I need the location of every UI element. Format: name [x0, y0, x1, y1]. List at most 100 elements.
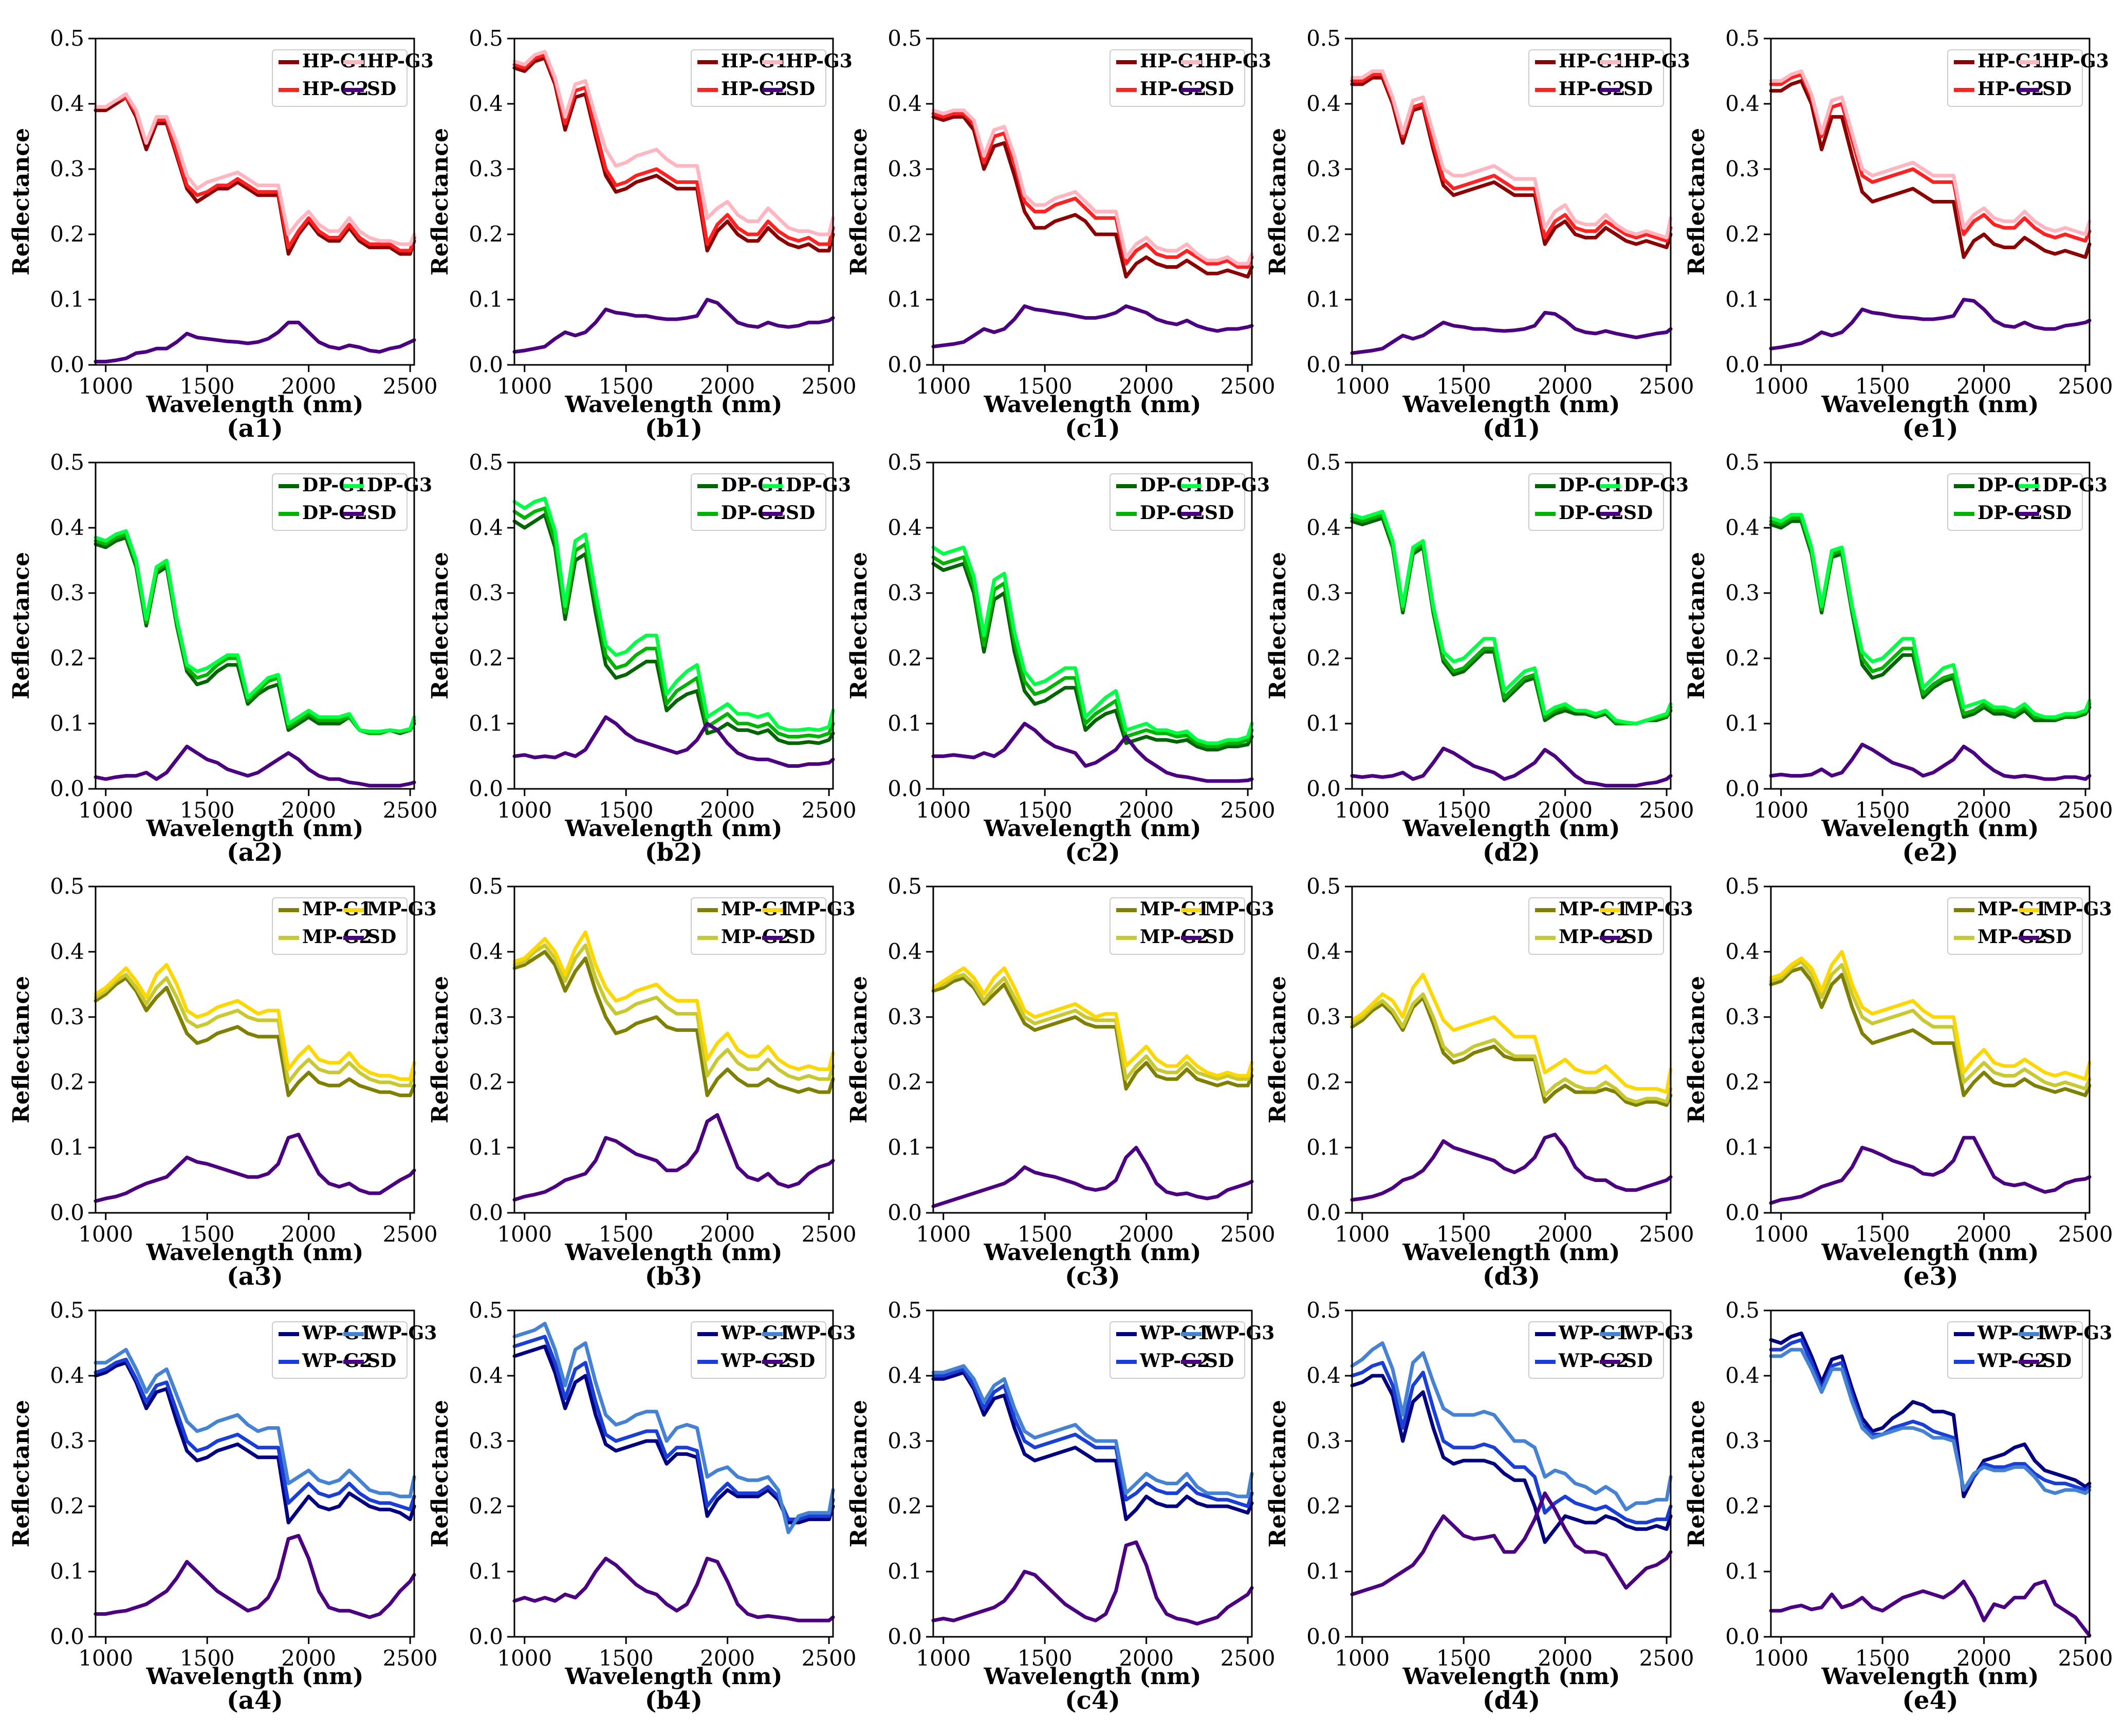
series-line-dp-g3: [512, 496, 835, 732]
y-axis-label: Reflectance: [1684, 552, 1710, 699]
x-axis-label: Wavelength (nm): [1821, 1664, 2039, 1690]
y-tick-label: 0.4: [469, 1363, 503, 1388]
series-line-wp-g1: [1769, 1331, 2092, 1499]
legend-entry-sd: SD: [1205, 78, 1234, 100]
plot-frame: [1351, 38, 1672, 366]
y-axis-label: Reflectance: [1265, 976, 1291, 1123]
x-tick-label: 2000: [281, 1646, 336, 1671]
x-tick-label: 1000: [78, 1222, 133, 1247]
x-tick-label: 1500: [1018, 1646, 1073, 1671]
x-axis-label: Wavelength (nm): [565, 392, 783, 418]
y-tick-label: 0.5: [469, 450, 503, 475]
y-tick-label: 0.4: [1725, 515, 1760, 540]
x-tick-label: 2500: [2058, 1222, 2113, 1247]
series-line-wp-g1: [1350, 1374, 1673, 1544]
plot-frame: [932, 38, 1253, 366]
y-tick-label: 0.4: [888, 91, 922, 116]
y-axis-label: Reflectance: [846, 552, 872, 699]
x-axis-label: Wavelength (nm): [1821, 1240, 2039, 1266]
legend-entry-dp-g3: DP-G3: [367, 474, 432, 496]
y-axis-label: Reflectance: [1265, 128, 1291, 275]
x-tick-label: 2000: [1538, 798, 1593, 823]
legend-entry-dp-g3: DP-G3: [1205, 474, 1270, 496]
y-tick-label: 0.4: [50, 515, 84, 540]
legend-entry-sd: SD: [786, 926, 815, 948]
y-axis-label: Reflectance: [846, 128, 872, 275]
panel-label: (c4): [1065, 1686, 1120, 1715]
x-tick-label: 2500: [1639, 1646, 1694, 1671]
y-tick-label: 0.4: [469, 91, 503, 116]
legend-entry-sd: SD: [1623, 78, 1653, 100]
y-tick-label: 0.4: [50, 939, 84, 964]
y-tick-label: 0.5: [469, 1298, 503, 1323]
y-tick-label: 0.1: [469, 1559, 503, 1584]
y-tick-label: 0.1: [1725, 1559, 1760, 1584]
series-line-sd: [94, 1534, 416, 1619]
x-tick-label: 2500: [1639, 374, 1694, 399]
series-line-hp-g3: [1350, 69, 1673, 239]
series-line-wp-g3: [1769, 1347, 2092, 1495]
x-tick-label: 2000: [1119, 1646, 1174, 1671]
x-tick-label: 2500: [383, 1646, 438, 1671]
x-axis-label: Wavelength (nm): [146, 816, 364, 842]
x-tick-label: 1500: [1018, 798, 1073, 823]
series-line-mp-g3: [94, 963, 416, 1081]
x-axis-label: Wavelength (nm): [1402, 1664, 1620, 1690]
y-tick-label: 0.1: [888, 1559, 922, 1584]
panel-label: (e1): [1902, 414, 1958, 443]
x-tick-label: 2500: [802, 798, 857, 823]
legend-box: [1528, 49, 1664, 107]
y-tick-label: 0.4: [888, 939, 922, 964]
series-line-mp-g2: [1350, 992, 1673, 1104]
x-tick-label: 1500: [1436, 1646, 1491, 1671]
series-line-dp-g1: [512, 513, 835, 745]
x-tick-label: 2500: [2058, 1646, 2113, 1671]
plot-frame: [1351, 1309, 1672, 1638]
x-tick-label: 2000: [1119, 798, 1174, 823]
series-line-mp-g2: [1769, 959, 2092, 1091]
panel-label: (a4): [227, 1686, 283, 1715]
series-line-sd: [512, 1113, 835, 1202]
x-axis-label: Wavelength (nm): [984, 1240, 1201, 1266]
y-tick-label: 0.1: [1725, 1135, 1760, 1160]
panel-label: (b4): [645, 1686, 702, 1715]
x-tick-label: 1500: [180, 374, 235, 399]
y-tick-label: 0.2: [1725, 221, 1760, 247]
y-tick-label: 0.1: [50, 287, 84, 312]
legend-entry-sd: SD: [786, 502, 815, 524]
series-line-hp-g3: [512, 49, 835, 236]
legend-entry-hp-g3: HP-G3: [786, 50, 853, 72]
y-axis-label: Reflectance: [1265, 1400, 1291, 1547]
series-line-dp-g2: [931, 555, 1254, 748]
x-tick-label: 1500: [1855, 1646, 1910, 1671]
panel-label: (c1): [1065, 414, 1120, 443]
legend-entry-hp-g3: HP-G3: [2042, 50, 2109, 72]
series-line-sd: [512, 1557, 835, 1622]
y-tick-label: 0.4: [1306, 939, 1341, 964]
series-line-dp-g1: [94, 535, 416, 735]
panel-b3: 1000 1500 2000 2500 0.0 0.1 0.2 0.3 0.4 0.5 Wavele…: [427, 874, 857, 1291]
panel-c4: 1000 1500 2000 2500 0.0 0.1 0.2 0.3 0.4 0.5 Wavele…: [846, 1298, 1275, 1715]
x-tick-label: 2000: [281, 798, 336, 823]
y-tick-label: 0.1: [1306, 711, 1341, 736]
y-tick-label: 0.4: [1725, 939, 1760, 964]
panel-label: (a3): [227, 1262, 283, 1291]
x-tick-label: 1500: [1018, 1222, 1073, 1247]
panel-d2: 1000 1500 2000 2500 0.0 0.1 0.2 0.3 0.4 0.5 Wavele…: [1265, 450, 1694, 867]
y-tick-label: 0.2: [1725, 1493, 1760, 1519]
legend-box: [272, 1321, 408, 1379]
y-tick-label: 0.5: [1725, 450, 1760, 475]
y-tick-label: 0.2: [1306, 1069, 1341, 1095]
y-tick-label: 0.1: [1306, 1559, 1341, 1584]
y-tick-label: 0.3: [888, 1004, 922, 1029]
y-tick-label: 0.4: [50, 1363, 84, 1388]
series-line-sd: [931, 722, 1254, 783]
y-tick-label: 0.3: [469, 1428, 503, 1453]
x-tick-label: 1500: [1018, 374, 1073, 399]
x-tick-label: 1000: [1753, 798, 1808, 823]
panel-c2: 1000 1500 2000 2500 0.0 0.1 0.2 0.3 0.4 0.5 Wavele…: [846, 450, 1275, 867]
y-tick-label: 0.3: [50, 156, 84, 181]
x-tick-label: 1000: [916, 374, 971, 399]
x-axis-label: Wavelength (nm): [984, 1664, 1201, 1690]
x-tick-label: 2000: [1538, 1222, 1593, 1247]
